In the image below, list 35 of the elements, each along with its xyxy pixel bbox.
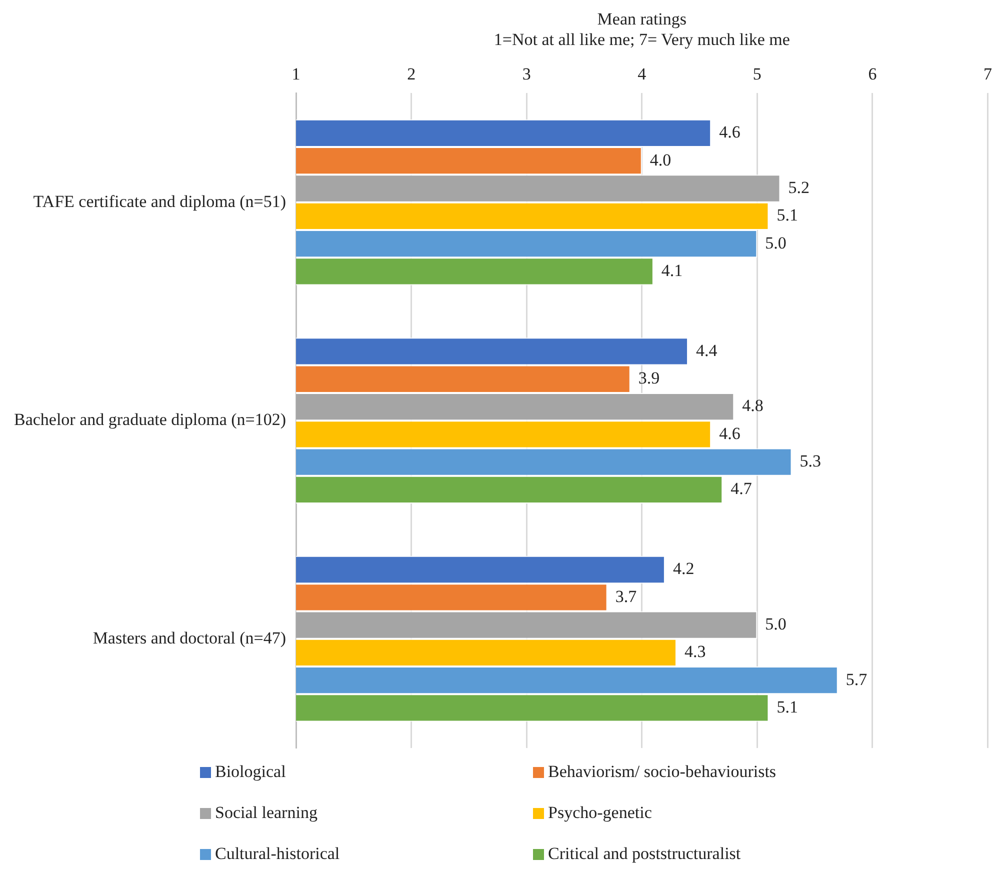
- y-tick-label: Bachelor and graduate diploma (n=102): [14, 410, 286, 430]
- x-tick-label: 5: [752, 64, 762, 84]
- data-label: 4.4: [696, 340, 718, 360]
- data-label: 5.7: [846, 670, 868, 689]
- legend-label: Psycho-genetic: [548, 803, 652, 823]
- data-label: 4.2: [672, 559, 694, 578]
- x-tick-label: 3: [522, 64, 531, 84]
- data-label: 4.7: [730, 479, 752, 498]
- data-label: 4.3: [684, 642, 706, 662]
- data-label: 5.0: [765, 233, 786, 252]
- y-tick-label: Masters and doctoral (n=47): [92, 628, 286, 648]
- data-label: 5.0: [765, 614, 786, 634]
- x-tick-label: 2: [407, 64, 416, 84]
- data-label: 5.1: [776, 697, 798, 716]
- legend-label: Behaviorism/ socio-behaviourists: [548, 762, 776, 782]
- legend-label: Cultural-historical: [215, 844, 340, 864]
- x-tick-label: 6: [868, 64, 877, 84]
- data-label: 4.0: [650, 150, 672, 170]
- data-label: 5.3: [800, 452, 822, 471]
- x-tick-label: 4: [638, 64, 647, 84]
- legend-label: Social learning: [215, 803, 318, 823]
- legend-label: Critical and poststructuralist: [548, 844, 741, 864]
- x-tick-label: 7: [984, 64, 992, 84]
- data-label: 3.7: [615, 586, 638, 606]
- x-axis-title: Mean ratings 1=Not at all like me; 7= Very much like me: [494, 10, 790, 50]
- data-label: 5.1: [776, 206, 798, 225]
- data-label: 3.9: [638, 368, 660, 388]
- x-tick-label: 1: [292, 64, 300, 84]
- data-label: 4.6: [719, 424, 740, 443]
- legend-label: Biological: [215, 762, 286, 782]
- data-label: 4.1: [661, 260, 683, 280]
- data-label: 4.6: [719, 122, 740, 142]
- data-label: 4.8: [742, 396, 764, 416]
- data-label: 5.2: [788, 178, 810, 197]
- y-tick-label: TAFE certificate and diploma (n=51): [33, 192, 286, 211]
